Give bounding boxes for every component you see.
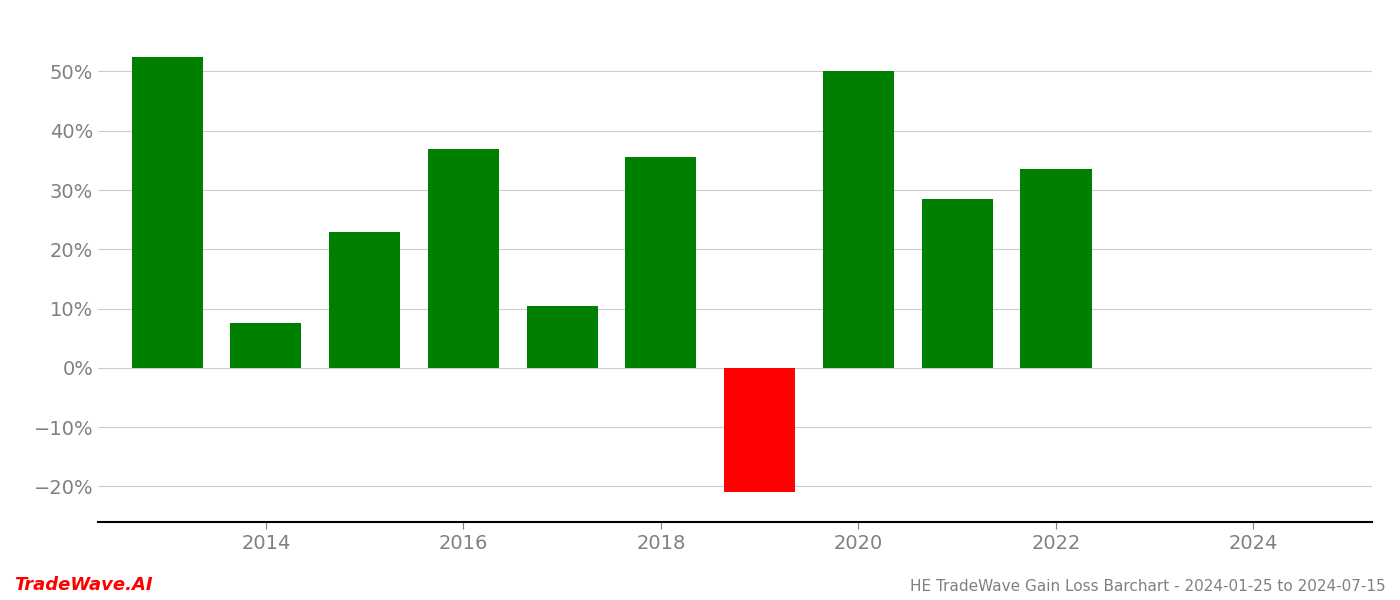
Text: TradeWave.AI: TradeWave.AI [14,576,153,594]
Bar [1021,169,1092,368]
Bar [329,232,400,368]
Bar [921,199,993,368]
Bar [724,368,795,493]
Bar [526,305,598,368]
Bar [823,71,895,368]
Bar [626,157,696,368]
Bar [231,323,301,368]
Bar [428,148,498,368]
Bar [132,56,203,368]
Text: HE TradeWave Gain Loss Barchart - 2024-01-25 to 2024-07-15: HE TradeWave Gain Loss Barchart - 2024-0… [910,579,1386,594]
